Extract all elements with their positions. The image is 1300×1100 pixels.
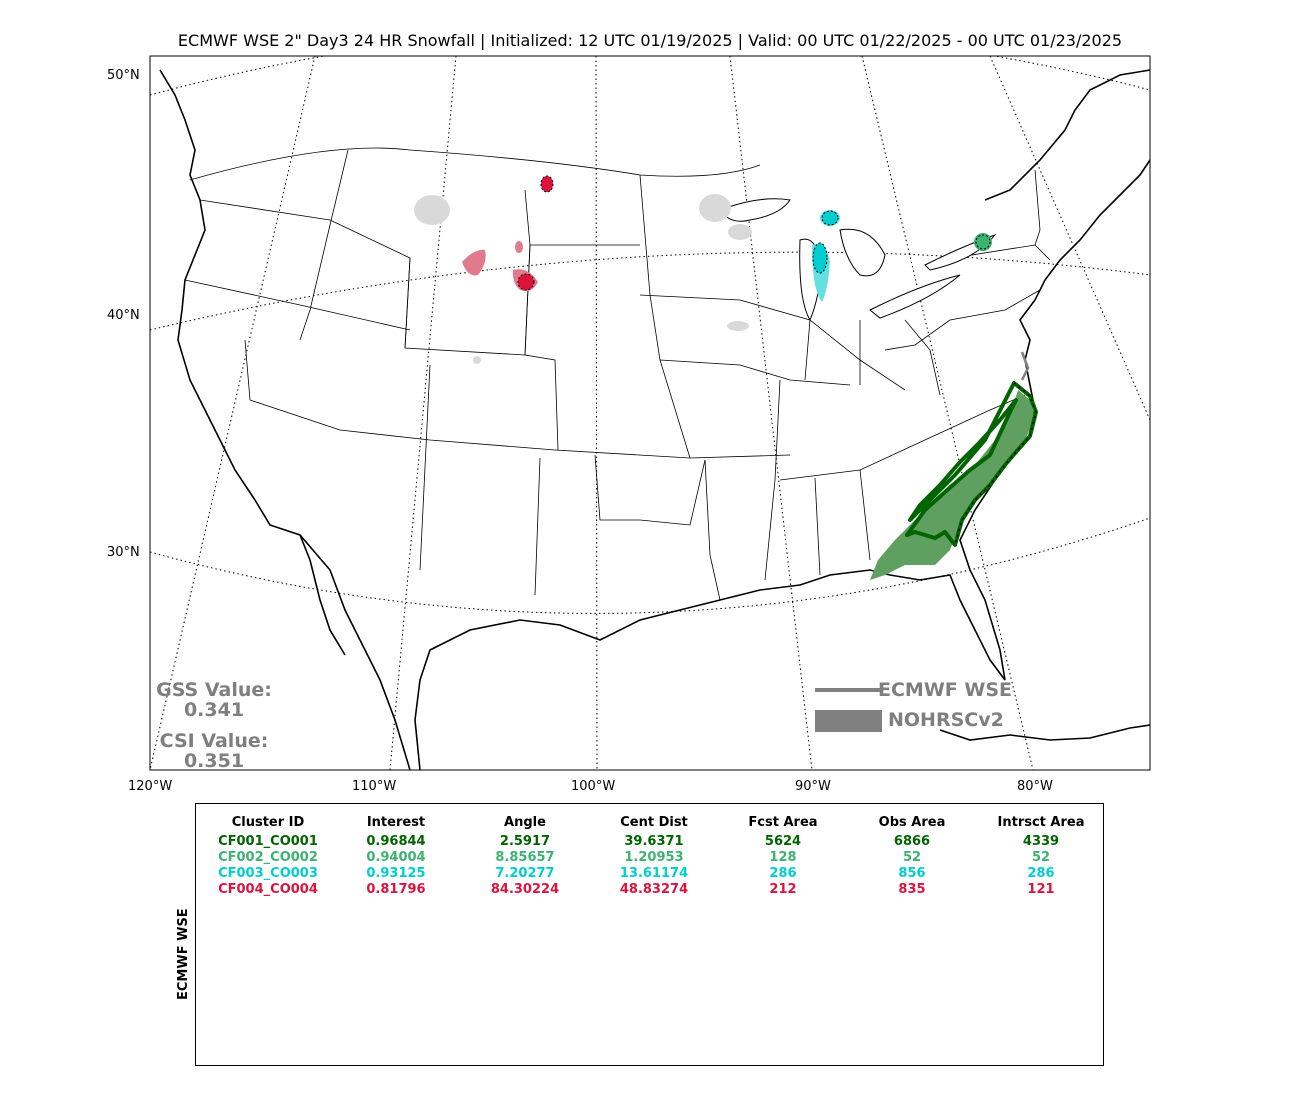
table-cell-r0-c3: 39.6371	[624, 834, 684, 849]
table-header-4: Fcst Area	[748, 815, 818, 830]
cluster2-objects	[974, 233, 992, 251]
table-cell-r2-c2: 7.20277	[495, 866, 555, 881]
unmatched-objects	[414, 194, 752, 364]
table-cell-r0-c4: 5624	[764, 834, 802, 849]
table-cell-r2-c0: CF003_CO003	[218, 866, 318, 881]
csi-value: 0.351	[183, 750, 245, 772]
state-boundaries	[184, 147, 1051, 601]
table-cell-r1-c4: 128	[769, 850, 797, 865]
gss-label: GSS Value:	[156, 679, 272, 701]
table-cell-r1-c5: 52	[902, 850, 922, 865]
table-cell-r1-c0: CF002_CO002	[218, 850, 318, 865]
graticule	[150, 56, 1150, 770]
table-cell-r3-c2: 84.30224	[490, 882, 560, 897]
legend-observed-label: NOHRSCv2	[888, 709, 1004, 731]
cluster4-obs-area-small	[515, 241, 523, 253]
table-cell-r1-c6: 52	[1031, 850, 1051, 865]
lon-label-120: 120°W	[128, 779, 173, 794]
cluster4-fcst-outline	[517, 273, 535, 291]
lat-label-40: 40°N	[107, 308, 140, 323]
table-header-2: Angle	[504, 815, 546, 830]
table-cell-r3-c0: CF004_CO004	[218, 882, 318, 897]
table-header-6: Intrsct Area	[997, 815, 1085, 830]
table-header-1: Interest	[366, 815, 426, 830]
lat-label-30: 30°N	[107, 545, 140, 560]
cluster1-objects	[870, 351, 1038, 580]
table-cell-r1-c2: 8.85657	[495, 850, 555, 865]
table-cell-r2-c4: 286	[769, 866, 797, 881]
csi-label: CSI Value:	[159, 730, 269, 752]
cluster3-fcst-outline	[812, 242, 828, 274]
gss-value: 0.341	[183, 699, 245, 721]
table-cell-r3-c1: 0.81796	[366, 882, 426, 897]
table-cell-r0-c1: 0.96844	[366, 834, 426, 849]
chart-title: ECMWF WSE 2" Day3 24 HR Snowfall | Initi…	[177, 31, 1123, 50]
snowfall-map	[149, 55, 1151, 771]
lon-label-80: 80°W	[1017, 779, 1053, 794]
lon-label-90: 90°W	[795, 779, 831, 794]
cluster3-objects	[812, 210, 840, 302]
table-cell-r0-c6: 4339	[1022, 834, 1060, 849]
table-header-5: Obs Area	[878, 815, 946, 830]
lon-label-110: 110°W	[352, 779, 397, 794]
table-cell-r1-c1: 0.94004	[366, 850, 426, 865]
table-header-0: Cluster ID	[231, 815, 305, 830]
table-cell-r3-c6: 121	[1027, 882, 1055, 897]
table-cell-r0-c5: 6866	[893, 834, 931, 849]
cluster4-objects	[462, 175, 554, 291]
table-header-3: Cent Dist	[620, 815, 688, 830]
table-cell-r2-c1: 0.93125	[366, 866, 426, 881]
cluster3-fcst-outline-north	[821, 210, 839, 226]
table-cell-r0-c2: 2.5917	[499, 834, 551, 849]
cluster4-obs-area	[462, 249, 486, 276]
table-cell-r3-c4: 212	[769, 882, 797, 897]
table-cell-r3-c5: 835	[898, 882, 926, 897]
cluster2-fcst-outline	[975, 234, 991, 250]
legend-observed-swatch	[815, 710, 882, 732]
table-cell-r2-c3: 13.61174	[619, 866, 689, 881]
coastlines	[159, 69, 1150, 770]
attributes-table	[195, 803, 1104, 1066]
table-side-label: ECMWF WSE	[176, 908, 191, 1000]
lon-label-100: 100°W	[571, 779, 616, 794]
cluster4-fcst-outline-north	[540, 175, 554, 193]
table-cell-r0-c0: CF001_CO001	[218, 834, 318, 849]
legend-forecast-label: ECMWF WSE	[878, 679, 1013, 701]
table-cell-r2-c5: 856	[898, 866, 926, 881]
great-lakes	[719, 198, 997, 322]
table-cell-r3-c3: 48.83274	[619, 882, 689, 897]
delaware-bay-forecast-line	[1020, 351, 1030, 381]
lat-label-50: 50°N	[107, 68, 140, 83]
table-cell-r2-c6: 286	[1027, 866, 1055, 881]
table-cell-r1-c3: 1.20953	[624, 850, 684, 865]
